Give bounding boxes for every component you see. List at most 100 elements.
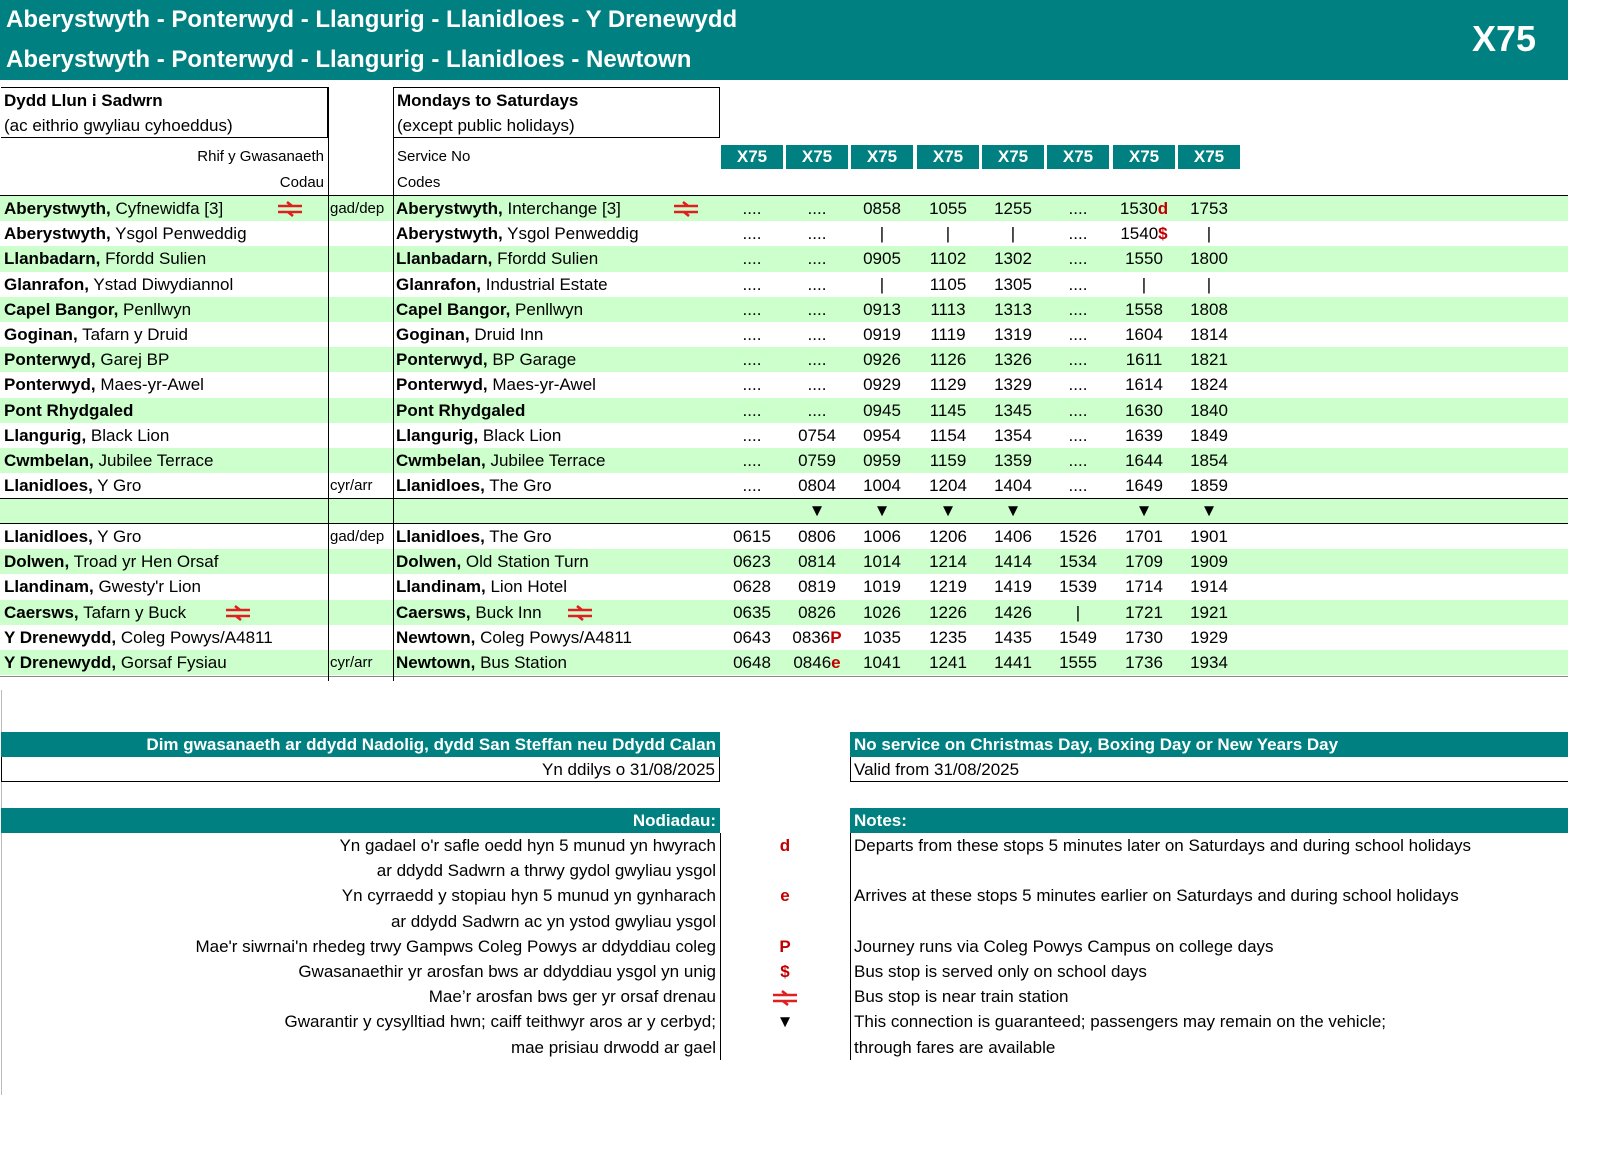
departure-time: 1534 xyxy=(1059,552,1097,572)
departure-time: 1102 xyxy=(929,249,967,269)
stop-location: Old Station Turn xyxy=(461,552,589,572)
stop-town: Glanrafon, xyxy=(4,274,90,294)
departure-time: .... xyxy=(742,299,762,319)
departure-time: 1549 xyxy=(1059,627,1097,647)
stop-name-english: Llandinam, Lion Hotel xyxy=(396,574,567,599)
stop-town: Cwmbelan, xyxy=(396,451,486,470)
note-english: Bus stop is served only on school days xyxy=(854,962,1147,981)
guaranteed-connection-icon: ▼ xyxy=(1135,501,1153,520)
stop-name-welsh: Llanidloes, Y Gro xyxy=(4,524,141,549)
stop-town: Capel Bangor, xyxy=(4,299,119,319)
connection-row: ▼ ▼ ▼ ▼ ▼ ▼ xyxy=(0,498,1568,524)
stop-town: Llanidloes, xyxy=(396,476,485,496)
stop-town: Cwmbelan, xyxy=(4,451,94,470)
codes-label-welsh: Codau xyxy=(279,174,324,191)
time-note-code: $ xyxy=(1158,224,1168,244)
stop-town: Ponterwyd, xyxy=(396,375,488,395)
stop-town: Aberystwyth, xyxy=(396,199,503,218)
stop-location: Ystad Diwydiannol xyxy=(89,274,234,294)
table-row: Cwmbelan, Jubilee Terrace Cwmbelan, Jubil… xyxy=(0,448,1568,474)
departure-time: 1921 xyxy=(1190,602,1228,622)
stop-name-welsh: Dolwen, Troad yr Hen Orsaf xyxy=(4,549,218,574)
time-note-code: d xyxy=(1157,199,1169,218)
departure-time: 0754 xyxy=(798,425,836,445)
stop-location: Tafarn y Druid xyxy=(77,325,188,344)
note-welsh: Gwarantir y cysylltiad hwn; caiff teithw… xyxy=(284,1012,716,1032)
stop-name-english: Cwmbelan, Jubilee Terrace xyxy=(396,448,605,473)
departure-time: .... xyxy=(742,224,762,244)
stop-town: Glanrafon, xyxy=(396,274,482,294)
departure-time: .... xyxy=(742,350,762,370)
stop-town: Llangurig, xyxy=(396,425,479,445)
note-code: e xyxy=(780,886,790,906)
departure-time: 1824 xyxy=(1190,375,1228,395)
stop-town: Llanbadarn, xyxy=(396,249,493,269)
time-note-code: P xyxy=(830,627,842,647)
stop-town: Caersws, xyxy=(4,602,79,622)
departure-time: .... xyxy=(1068,325,1088,344)
departure-time: 1426 xyxy=(994,602,1032,622)
departure-time: 1630 xyxy=(1125,400,1163,420)
service-no-label-welsh: Rhif y Gwasanaeth xyxy=(197,148,324,165)
stop-name-english: Caersws, Buck Inn xyxy=(396,600,542,625)
codes-label-english: Codes xyxy=(397,174,441,191)
departure-time: .... xyxy=(742,199,762,218)
departure-time: 1604 xyxy=(1125,325,1163,344)
stop-location: Jubilee Terrace xyxy=(93,451,214,470)
time-value: 1540 xyxy=(1120,224,1159,244)
guaranteed-connection-icon: ▼ xyxy=(873,501,891,520)
table-row: Capel Bangor, Penllwyn Capel Bangor, Penl… xyxy=(0,296,1568,322)
departure-time: 1305 xyxy=(994,274,1032,294)
stop-name-welsh: Llandinam, Gwesty'r Lion xyxy=(4,574,201,599)
departure-time: .... xyxy=(1068,451,1088,470)
departure-time: 1614 xyxy=(1125,375,1163,395)
service-number-header: X75 xyxy=(1178,145,1240,169)
stop-town: Llandinam, xyxy=(396,577,486,597)
divider xyxy=(0,676,1568,677)
note-welsh: Yn gadael o'r safle oedd hyn 5 munud yn … xyxy=(339,836,716,855)
divider xyxy=(0,195,1568,196)
divider xyxy=(720,833,721,1060)
train-station-icon xyxy=(755,988,815,1013)
departure-time: 1558 xyxy=(1125,299,1163,319)
departure-time: .... xyxy=(742,476,762,496)
stop-name-welsh: Llangurig, Black Lion xyxy=(4,423,169,448)
departure-time: 0929 xyxy=(863,375,901,395)
departure-time: .... xyxy=(742,249,762,269)
departure-time: 1119 xyxy=(930,325,966,344)
departure-time: 1929 xyxy=(1190,627,1228,647)
note-english: This connection is guaranteed; passenger… xyxy=(854,1012,1387,1032)
departure-time: 0826 xyxy=(798,602,836,622)
stop-name-english: Newtown, Bus Station xyxy=(396,650,567,675)
departure-time: 1004 xyxy=(863,476,901,496)
departure-time: 1435 xyxy=(994,627,1032,647)
stop-name-welsh: Ponterwyd, Maes-yr-Awel xyxy=(4,372,204,397)
departure-time: 1934 xyxy=(1190,653,1228,672)
stop-departure-label: gad/dep xyxy=(330,200,385,217)
departure-time: 1329 xyxy=(994,375,1032,395)
days-english: Mondays to Saturdays xyxy=(397,91,579,110)
departure-time: 1406 xyxy=(994,527,1032,546)
stop-location: Industrial Estate xyxy=(481,274,608,294)
departure-time: | xyxy=(945,224,951,244)
note-code: P xyxy=(779,936,791,956)
stop-name-english: Llangurig, Black Lion xyxy=(396,423,561,448)
stop-arrival-label: cyr/arr xyxy=(330,654,373,671)
departure-time: | xyxy=(1075,602,1081,622)
departure-time: 1539 xyxy=(1059,577,1097,597)
stop-location: Black Lion xyxy=(86,425,170,445)
table-row: Llanidloes, Y Gro Llanidloes, The Gro cyr/… xyxy=(0,473,1568,498)
departure-time: .... xyxy=(807,375,827,395)
divider xyxy=(393,87,394,681)
departure-time: .... xyxy=(742,375,762,395)
table-row: Llangurig, Black Lion Llangurig, Black Li… xyxy=(0,423,1568,448)
departure-time: 0814 xyxy=(798,552,836,572)
departure-time: 1808 xyxy=(1190,299,1228,319)
stop-name-welsh: Capel Bangor, Penllwyn xyxy=(4,297,191,322)
stop-location: Coleg Powys/A4811 xyxy=(116,627,273,647)
train-station-icon xyxy=(566,603,594,628)
stop-town: Y Drenewydd, xyxy=(4,627,117,647)
stop-town: Newtown, xyxy=(396,627,476,647)
departure-time: 1035 xyxy=(863,627,901,647)
stop-name-english: Llanbadarn, Ffordd Sulien xyxy=(396,246,598,271)
